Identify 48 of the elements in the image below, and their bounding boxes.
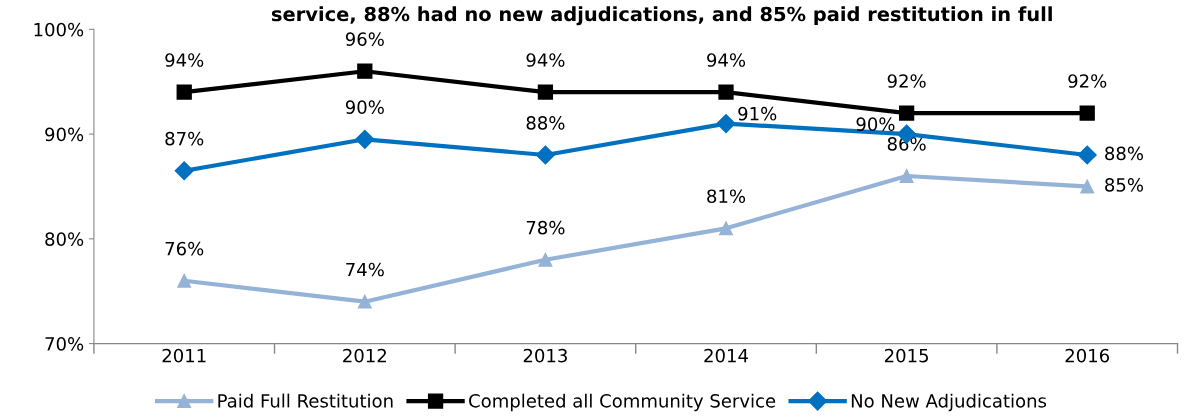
- point: [174, 161, 194, 181]
- x-tick-label: 2013: [523, 348, 567, 363]
- point: [537, 84, 554, 100]
- point: [1077, 145, 1097, 165]
- point: [1079, 105, 1095, 121]
- x-tick-label: 2012: [343, 348, 386, 363]
- x-tick-label: 2011: [162, 348, 206, 363]
- data-label: 90%: [345, 100, 384, 114]
- data-label: 92%: [887, 74, 926, 88]
- data-label: 88%: [1105, 146, 1144, 161]
- data-label: 81%: [707, 189, 746, 204]
- point: [1080, 179, 1095, 194]
- legend-label: Completed all Community Service: [469, 393, 776, 412]
- y-tick-label: 90%: [45, 127, 84, 142]
- data-label: 87%: [165, 131, 204, 146]
- point: [355, 129, 375, 149]
- point: [538, 252, 553, 267]
- x-tick-label: 2014: [704, 348, 748, 363]
- y-tick-label: 80%: [45, 232, 84, 246]
- data-label: 78%: [526, 220, 565, 235]
- data-label: 92%: [1068, 74, 1107, 88]
- point: [718, 84, 734, 100]
- data-label: 88%: [526, 116, 565, 130]
- legend-label: Paid Full Restitution: [218, 393, 393, 408]
- x-tick-label: 2016: [1065, 348, 1110, 363]
- point: [899, 169, 914, 183]
- data-label: 94%: [526, 53, 565, 67]
- point: [719, 221, 733, 236]
- data-label: 76%: [165, 241, 204, 256]
- data-label: 90%: [856, 117, 895, 131]
- data-label: 94%: [165, 53, 204, 67]
- data-label: 91%: [738, 106, 777, 121]
- y-tick-label: 100%: [34, 22, 84, 37]
- point: [716, 114, 736, 134]
- point: [176, 84, 192, 100]
- point: [357, 294, 372, 309]
- point: [357, 63, 373, 79]
- y-tick-label: 70%: [45, 337, 84, 351]
- legend-label: No New Adjudications: [851, 393, 1047, 412]
- data-label: 94%: [707, 53, 746, 67]
- chart-title: service, 88% had no new adjudications, and 85% paid restitution in full: [271, 6, 1052, 26]
- data-label: 96%: [345, 32, 384, 46]
- data-label: 74%: [346, 262, 384, 277]
- data-label: 85%: [1105, 178, 1144, 192]
- point: [177, 273, 192, 288]
- point: [535, 145, 555, 165]
- point: [898, 105, 915, 121]
- x-tick-label: 2015: [884, 348, 929, 363]
